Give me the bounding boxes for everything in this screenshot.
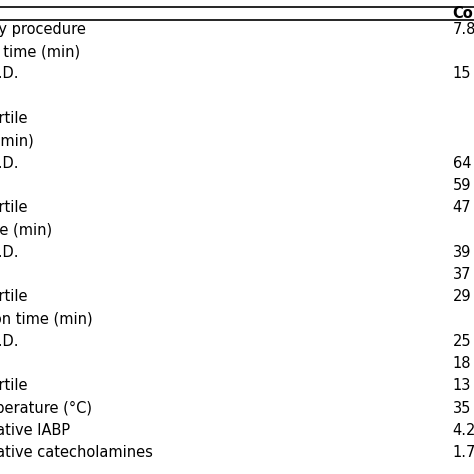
Text: –S.D.: –S.D.	[0, 245, 18, 260]
Text: –S.D.: –S.D.	[0, 334, 18, 349]
Text: 13: 13	[453, 378, 471, 393]
Text: –S.D.: –S.D.	[0, 66, 18, 82]
Text: mperature (°C): mperature (°C)	[0, 401, 92, 416]
Text: erative catecholamines: erative catecholamines	[0, 445, 153, 460]
Text: 64: 64	[453, 155, 471, 171]
Text: 1.7: 1.7	[453, 445, 474, 460]
Text: 7.8: 7.8	[453, 22, 474, 37]
Text: uartile: uartile	[0, 289, 28, 304]
Text: sion time (min): sion time (min)	[0, 311, 92, 327]
Text: uartile: uartile	[0, 111, 28, 126]
Text: 47: 47	[453, 200, 471, 215]
Text: ime (min): ime (min)	[0, 222, 52, 237]
Text: 37: 37	[453, 267, 471, 282]
Text: uartile: uartile	[0, 200, 28, 215]
Text: 59: 59	[453, 178, 471, 193]
Text: erative IABP: erative IABP	[0, 423, 70, 438]
Text: 35: 35	[453, 401, 471, 416]
Text: uartile: uartile	[0, 378, 28, 393]
Text: Co: Co	[453, 6, 474, 21]
Text: ve time (min): ve time (min)	[0, 44, 80, 59]
Text: 4.2: 4.2	[453, 423, 474, 438]
Text: –S.D.: –S.D.	[0, 155, 18, 171]
Text: ncy procedure: ncy procedure	[0, 22, 86, 37]
Text: 15: 15	[453, 66, 471, 82]
Text: e (min): e (min)	[0, 133, 34, 148]
Text: 39: 39	[453, 245, 471, 260]
Text: 25: 25	[453, 334, 471, 349]
Text: 29: 29	[453, 289, 471, 304]
Text: 18: 18	[453, 356, 471, 371]
